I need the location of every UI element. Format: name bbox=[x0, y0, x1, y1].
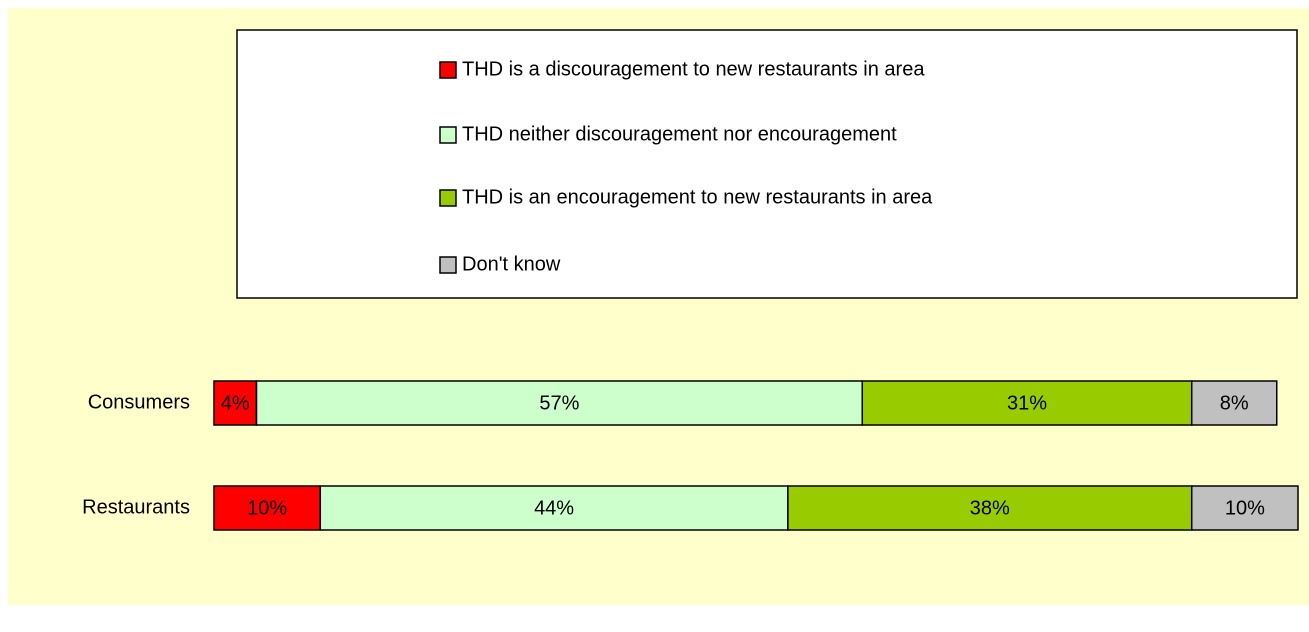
bar-segment bbox=[255, 380, 864, 426]
bar-segment bbox=[1190, 380, 1278, 426]
bar-segment bbox=[787, 485, 1193, 531]
legend-label: THD is a discouragement to new restauran… bbox=[462, 58, 925, 80]
data-label: 10% bbox=[1225, 497, 1265, 519]
legend-swatch bbox=[439, 126, 457, 144]
data-label: 44% bbox=[534, 497, 574, 519]
legend-swatch bbox=[439, 189, 457, 207]
data-label: 57% bbox=[539, 392, 579, 414]
bar-segment bbox=[213, 485, 322, 531]
data-label: 8% bbox=[1220, 392, 1249, 414]
bar-segment bbox=[213, 380, 258, 426]
legend-label: THD neither discouragement nor encourage… bbox=[462, 123, 897, 145]
legend-box bbox=[236, 29, 1298, 299]
legend-label: THD is an encouragement to new restauran… bbox=[462, 186, 933, 208]
bar-segment bbox=[861, 380, 1193, 426]
legend-label: Don't know bbox=[462, 253, 561, 275]
data-label: 10% bbox=[247, 497, 287, 519]
data-label: 4% bbox=[221, 392, 250, 414]
y-tick-label: Restaurants bbox=[82, 496, 190, 518]
data-label: 31% bbox=[1007, 392, 1047, 414]
legend-swatch bbox=[439, 61, 457, 79]
bar-segment bbox=[1190, 485, 1299, 531]
data-label: 38% bbox=[970, 497, 1010, 519]
legend-swatch bbox=[439, 256, 457, 274]
y-tick-label: Consumers bbox=[88, 391, 190, 413]
